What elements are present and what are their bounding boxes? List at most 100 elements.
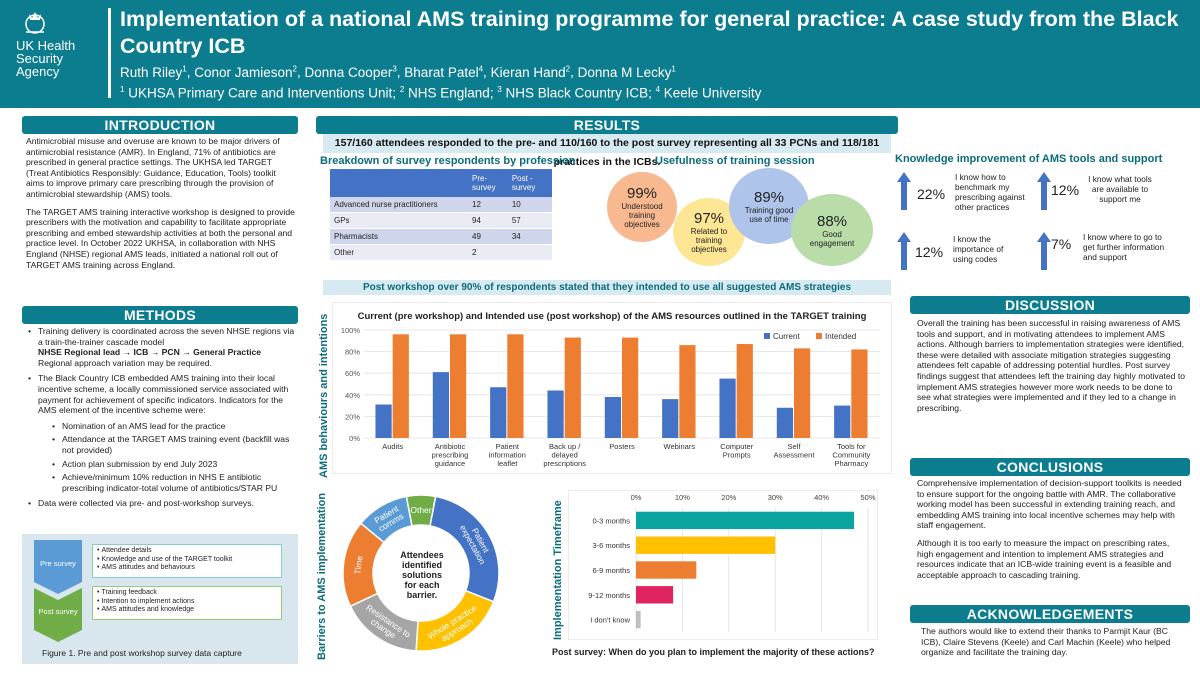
x-tick-label: 40%: [814, 493, 829, 502]
table-header: [330, 169, 468, 197]
affiliation-sup: 3: [497, 85, 502, 94]
bar-intended: [679, 345, 696, 438]
methods-text: Training delivery is coordinated across …: [26, 326, 298, 514]
table-row: Advanced nurse practitioners 12 10: [330, 197, 552, 213]
knowledge-text: I know the importance of using codes: [953, 234, 1004, 264]
timeframe-bar: [636, 586, 674, 604]
knowledge-text: I know where to go to get further inform…: [1083, 232, 1165, 262]
pre-survey-box: Attendee details Knowledge and use of th…: [92, 544, 282, 578]
affiliation-sup: 2: [399, 85, 405, 94]
y-tick-label: 80%: [345, 348, 360, 357]
timeframe-bar: [636, 561, 697, 579]
author-name: Bharat Patel4: [404, 64, 484, 80]
author-name: Conor Jamieson2: [194, 64, 297, 80]
bubble-percent: 97%: [693, 210, 725, 227]
author-sup: 2: [565, 64, 571, 73]
discussion-heading: DISCUSSION: [910, 296, 1190, 314]
post-survey-chevron: [34, 588, 82, 642]
intro-paragraph-1: Antimicrobial misuse and overuse are kno…: [26, 136, 280, 199]
x-tick-label: Antibiotic prescribing guidance: [432, 442, 469, 468]
table-cell: 34: [507, 228, 552, 245]
table-header: Pre-survey: [468, 169, 508, 197]
results-heading: RESULTS: [316, 116, 898, 134]
acknowledgements-text: The authors would like to extend their t…: [921, 626, 1171, 658]
table-header-row: Pre-survey Post - survey: [330, 169, 552, 197]
conclusions-paragraph-2: Although it is too early to measure the …: [917, 537, 1172, 580]
bar-intended: [851, 349, 868, 438]
bubble-label: Understood training objectives: [621, 202, 663, 229]
barriers-label: Barriers to AMS implementation: [316, 492, 328, 660]
usefulness-bubble-related: 97% Related to training objectives: [673, 198, 745, 266]
knowledge-arrows: [897, 172, 1051, 270]
bubble-label: Related to training objectives: [690, 227, 728, 254]
affiliation-list: 1 UKHSA Primary Care and Interventions U…: [120, 85, 761, 101]
y-tick-label: 3-6 months: [592, 541, 630, 550]
intention-banner: Post workshop over 90% of respondents st…: [323, 280, 891, 295]
bar-intended: [736, 344, 753, 438]
author-sup: 3: [392, 64, 397, 73]
table-row: GPs 94 57: [330, 212, 552, 229]
logo-line-2: Security: [16, 51, 63, 66]
crest-icon: [25, 12, 45, 34]
x-tick-label: Computer Prompts: [720, 442, 753, 460]
intro-paragraph-2: The TARGET AMS training interactive work…: [26, 206, 295, 270]
up-arrow-icon: [1037, 172, 1051, 210]
cascade-model: NHSE Regional lead → ICB → PCN → General…: [38, 347, 262, 358]
y-tick-label: 100%: [341, 326, 361, 335]
figure-1: Pre survey Post survey Attendee details …: [22, 534, 298, 664]
conclusions-paragraph-1: Comprehensive implementation of decision…: [917, 478, 1182, 531]
table-cell: 2: [468, 244, 508, 261]
post-survey-label: Post survey: [38, 606, 78, 616]
y-tick-label: 9-12 months: [588, 591, 630, 600]
conclusions-heading: CONCLUSIONS: [910, 458, 1190, 476]
knowledge-percent: 7%: [1051, 236, 1072, 252]
table-cell: 57: [507, 212, 552, 229]
x-tick-label: Patient information leaflet: [489, 442, 526, 468]
y-tick-label: 0%: [349, 434, 360, 443]
methods-bullet-1-text: Training delivery is coordinated across …: [38, 326, 295, 347]
logo-line-1: UK Health: [16, 38, 76, 53]
bar-current: [719, 378, 736, 438]
up-arrow-icon: [1037, 232, 1051, 270]
timeframe-bar-chart: 0% 10% 20% 30% 40% 50% 0-3 months 3-6 months 6-…: [568, 490, 878, 640]
chart-title: Current (pre workshop) and Intended use …: [358, 311, 867, 322]
bar-intended: [564, 337, 581, 438]
timeframe-bar: [636, 610, 641, 629]
donut-label: Other: [410, 505, 431, 515]
table-cell: Pharmacists: [330, 228, 468, 245]
table-cell: 94: [468, 212, 508, 229]
figure-1-caption: Figure 1. Pre and post workshop survey d…: [42, 648, 242, 658]
indicator-item: Attendance at the TARGET AMS training ev…: [38, 434, 298, 455]
post-survey-item: Intention to implement actions: [97, 598, 277, 607]
bubble-label: Good engagement: [809, 229, 855, 248]
bar-intended: [794, 348, 811, 438]
table-row: Pharmacists 49 34: [330, 228, 552, 245]
knowledge-percent: 12%: [915, 244, 944, 260]
y-tick-label: 6-9 months: [592, 566, 630, 575]
author-sup: 1: [182, 64, 187, 73]
x-tick-label: 0%: [631, 493, 642, 502]
legend-label: Intended: [825, 332, 856, 341]
indicator-item: Achieve/minimum 10% reduction in NHS E a…: [38, 472, 298, 493]
pre-survey-item: Knowledge and use of the TARGET toolkit: [97, 556, 277, 565]
x-tick-label: 20%: [721, 493, 736, 502]
table-cell: [507, 244, 552, 261]
y-tick-label: 20%: [345, 412, 360, 421]
table-cell: Other: [330, 244, 468, 261]
usefulness-bubble-understood: 99% Understood training objectives: [607, 172, 677, 242]
bubble-label: Training good use of time: [744, 205, 794, 224]
results-summary: 157/160 attendees responded to the pre- …: [323, 134, 891, 168]
indicator-item: Action plan submission by end July 2023: [38, 459, 298, 470]
y-tick-label: 0-3 months: [592, 516, 630, 525]
donut-center-text: Attendees identified solutions for each …: [400, 550, 444, 600]
usefulness-bubble-engagement: 88% Good engagement: [791, 194, 873, 266]
pre-survey-chevron: [34, 540, 82, 594]
post-survey-item: AMS attitudes and knowledge: [97, 606, 277, 615]
author-sup: 4: [478, 64, 484, 73]
table-header: Post - survey: [507, 169, 552, 197]
ams-behaviours-label: AMS behaviours and intentions: [318, 313, 330, 478]
usefulness-title: Usefulness of training session: [655, 155, 815, 167]
bar-current: [490, 387, 507, 438]
methods-bullet-3: Data were collected via pre- and post-wo…: [26, 498, 298, 509]
